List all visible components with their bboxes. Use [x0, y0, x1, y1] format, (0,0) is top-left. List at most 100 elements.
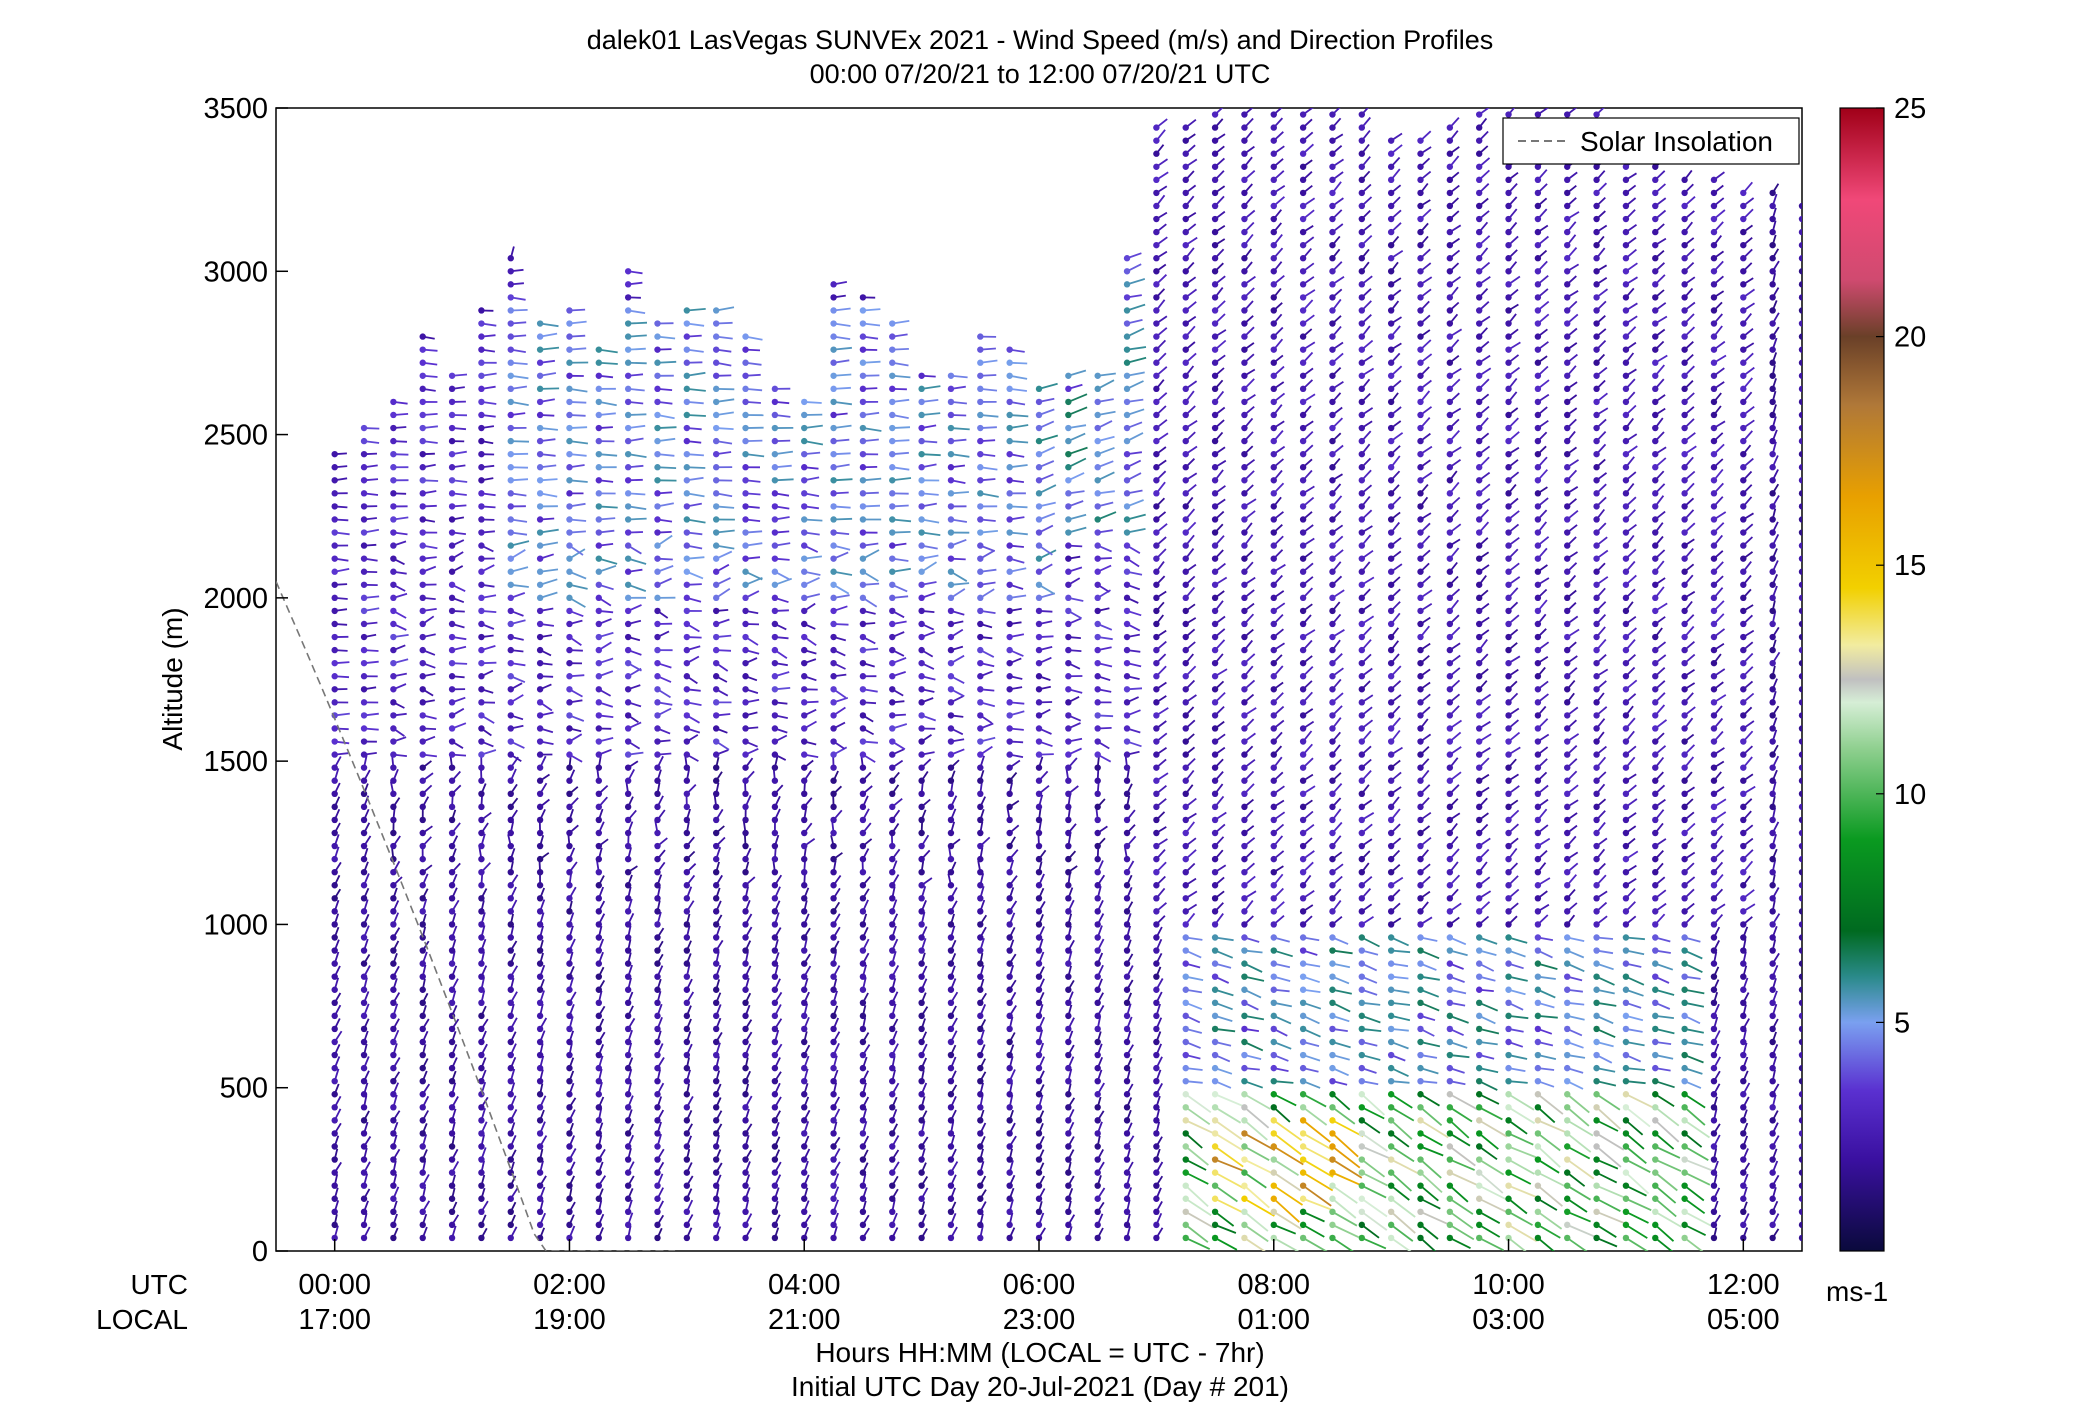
wind-barb-dot	[801, 699, 808, 706]
wind-barb-dot	[595, 424, 603, 432]
wind-barb	[360, 1188, 371, 1202]
wind-barb-dot	[566, 1143, 573, 1150]
wind-barb	[360, 1136, 372, 1150]
wind-barb-dot	[390, 1130, 397, 1137]
wind-barb-dot	[947, 1130, 955, 1137]
wind-barb-dot	[742, 1195, 749, 1202]
wind-barb-dot	[947, 411, 955, 419]
wind-barb	[448, 551, 464, 562]
wind-barb-dot	[830, 868, 837, 876]
wind-barb-dot	[566, 803, 573, 811]
wind-barb-dot	[331, 503, 338, 510]
wind-barb-dot	[360, 659, 368, 667]
wind-barb-dot	[889, 960, 896, 967]
wind-barb	[331, 555, 349, 562]
wind-barb-dot	[712, 1130, 720, 1137]
wind-barb-dot	[536, 1038, 544, 1046]
wind-barb	[390, 822, 397, 837]
wind-barb-dot	[801, 464, 808, 471]
wind-barb-dot	[742, 424, 749, 432]
wind-barb-dot	[448, 999, 456, 1007]
wind-barb-dot	[859, 999, 867, 1007]
wind-barb-dot	[419, 620, 426, 628]
wind-barb-dot	[360, 1156, 368, 1163]
wind-barb-dot	[889, 842, 896, 850]
wind-barb-dot	[889, 1156, 896, 1163]
wind-barb-dot	[889, 1077, 896, 1085]
wind-barb-dot	[712, 699, 720, 706]
wind-barb-dot	[536, 398, 544, 406]
wind-barb	[390, 1018, 400, 1033]
wind-barb-dot	[360, 1195, 368, 1202]
wind-barb-dot	[771, 424, 779, 432]
wind-barb-dot	[859, 1182, 867, 1189]
wind-barb	[331, 1018, 341, 1033]
wind-barb	[448, 939, 457, 954]
wind-barb	[390, 1029, 400, 1046]
wind-barb-dot	[683, 594, 691, 602]
wind-barb-dot	[448, 372, 456, 379]
wind-barb	[507, 1017, 518, 1033]
wind-barb-dot	[566, 307, 573, 314]
wind-barb-dot	[448, 1130, 456, 1137]
wind-barb-dot	[771, 1195, 779, 1202]
wind-barb-dot	[331, 790, 338, 797]
wind-barb-dot	[712, 777, 720, 784]
wind-barb-dot	[595, 1208, 603, 1216]
wind-barb-dot	[918, 1012, 925, 1020]
wind-barb-dot	[390, 1156, 397, 1163]
wind-barb-dot	[507, 1208, 514, 1216]
wind-barb-dot	[478, 934, 485, 941]
wind-barb-dot	[801, 594, 808, 602]
wind-barb-dot	[1006, 686, 1013, 693]
wind-barb-dot	[830, 686, 837, 693]
wind-barb-dot	[390, 868, 397, 876]
wind-barb	[478, 900, 485, 915]
wind-barb-dot	[830, 424, 837, 432]
wind-barb-dot	[712, 542, 720, 549]
wind-barb-dot	[654, 986, 661, 993]
wind-barb-dot	[889, 777, 896, 784]
wind-barb-dot	[889, 921, 896, 928]
wind-barb-dot	[742, 1208, 749, 1216]
wind-barb-dot	[419, 1208, 426, 1216]
wind-barb-dot	[360, 725, 368, 732]
wind-barb-dot	[977, 895, 984, 902]
wind-barb-dot	[448, 503, 456, 510]
wind-barb-dot	[654, 999, 661, 1007]
wind-barb	[448, 1225, 457, 1242]
wind-barb-dot	[419, 842, 426, 850]
wind-barb-dot	[536, 725, 544, 732]
wind-barb-dot	[889, 934, 896, 941]
wind-barb-dot	[918, 712, 925, 719]
wind-barb-dot	[448, 1221, 456, 1229]
wind-barb	[448, 770, 461, 784]
wind-barb-dot	[918, 503, 925, 510]
wind-barb-dot	[624, 555, 632, 562]
wind-barb-dot	[654, 333, 661, 340]
wind-barb-dot	[859, 581, 867, 588]
wind-barb-dot	[390, 1012, 397, 1020]
wind-barb-dot	[536, 882, 544, 889]
wind-barb-dot	[947, 777, 955, 784]
wind-barb-dot	[360, 699, 368, 706]
wind-barb	[331, 1225, 339, 1242]
wind-barb-dot	[624, 437, 632, 445]
wind-barb-dot	[683, 385, 691, 393]
wind-barb-dot	[595, 581, 603, 588]
wind-barb	[360, 528, 380, 536]
wind-barb-dot	[889, 895, 896, 902]
wind-barb	[507, 1149, 517, 1163]
wind-barb-dot	[683, 1156, 691, 1163]
wind-barb	[390, 953, 398, 967]
wind-barb-dot	[742, 725, 749, 732]
wind-barb-dot	[771, 1169, 779, 1176]
wind-barb-dot	[947, 607, 955, 615]
wind-barb	[360, 847, 369, 863]
wind-barb	[419, 398, 438, 406]
wind-barb-dot	[566, 568, 573, 575]
wind-barb	[419, 424, 439, 432]
wind-barb-dot	[507, 1025, 514, 1033]
wind-barb-dot	[507, 842, 514, 850]
wind-barb	[419, 372, 438, 379]
